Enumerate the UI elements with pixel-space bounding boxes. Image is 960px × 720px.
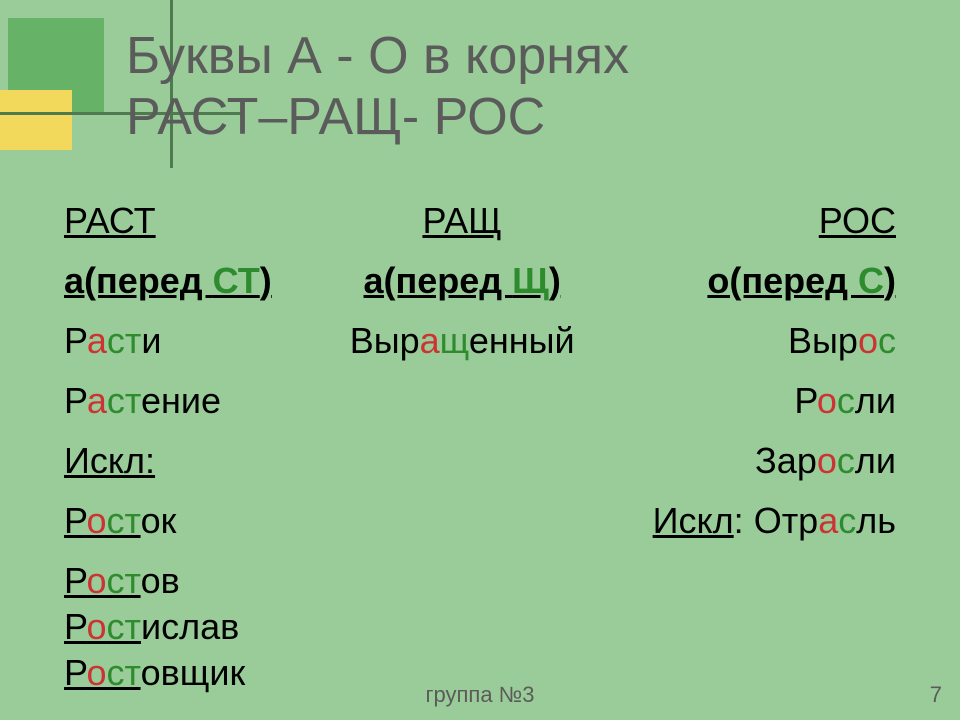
rule-post: ) [260,260,272,301]
rule-rashch: а(перед Щ) [364,260,561,302]
w-pre: Р [64,320,87,361]
rule-pre: а(перед [64,260,213,301]
word-vyros: Вырос [788,320,896,362]
w-post: ли [855,380,896,421]
word-rostov: Ростов [64,560,180,602]
deco-square-green [8,18,104,112]
word-rastenie: Растение [64,380,221,422]
rule-hl: СТ [213,260,260,301]
word-rasti: Расти [64,320,161,362]
w-post: и [141,320,161,361]
slide-title: Буквы А - О в корнях РАСТ–РАЩ- РОС [126,26,629,149]
word-rosli: Росли [794,380,896,422]
w-post: ислав [141,606,239,647]
w-post: енный [469,320,575,361]
w-post: ль [856,500,896,541]
word-rostok: Росток [64,500,176,542]
w-hl1: о [858,320,878,361]
rule-rast: а(перед СТ) [64,260,272,302]
rule-ros: о(перед С) [707,260,896,302]
w-post: ок [141,500,177,541]
w-pre: Р [794,380,816,421]
word-zarosli: Заросли [755,440,896,482]
w-pre: Р [64,560,86,601]
rule-pre: а(перед [364,260,513,301]
title-line-2: РАСТ–РАЩ- РОС [126,88,545,146]
slide: Буквы А - О в корнях РАСТ–РАЩ- РОС РАСТ … [0,0,960,720]
w-pre: Выр [350,320,420,361]
w-hl1: о [817,380,837,421]
w-hl1: о [817,440,837,481]
column-rashch: РАЩ а(перед Щ) Выращенный [350,200,575,694]
w-hl1: о [86,606,106,647]
col-header-ros: РОС [819,200,896,242]
w-pre: Выр [788,320,858,361]
columns-container: РАСТ а(перед СТ) Расти Растение Искл: Ро… [64,200,896,694]
exception-otrasl: Искл: Отрасль [653,500,896,542]
page-number: 7 [930,682,942,708]
w-hl2: с [837,380,855,421]
col-header-rast: РАСТ [64,200,156,242]
w-post: ли [855,440,896,481]
w-hl1: о [86,560,106,601]
w-hl1: а [87,320,107,361]
w-pre: Р [64,606,86,647]
word-vyrashchennyj: Выращенный [350,320,575,362]
rule-post: ) [884,260,896,301]
rule-pre: о(перед [707,260,858,301]
iskl-sep: : [734,500,754,541]
rule-hl: Щ [512,260,549,301]
w-post: ение [141,380,221,421]
w-hl2: щ [440,320,469,361]
w-hl2: ст [107,380,141,421]
w-pre: Отр [754,500,819,541]
w-hl1: о [86,500,106,541]
w-hl1: а [420,320,440,361]
w-hl2: ст [106,560,140,601]
rule-hl: С [858,260,884,301]
exceptions-label-right: Искл [653,500,734,541]
deco-square-yellow [0,90,72,150]
footer-text: группа №3 [0,682,960,708]
w-post: ов [141,560,180,601]
w-hl1: а [818,500,838,541]
w-pre: Р [64,380,87,421]
w-hl2: ст [106,500,140,541]
w-pre: Зар [755,440,817,481]
w-pre: Р [64,500,86,541]
w-hl2: с [838,500,856,541]
w-hl2: ст [107,320,142,361]
exceptions-label-left: Искл: [64,440,155,482]
w-hl2: с [837,440,855,481]
rule-post: ) [549,260,561,301]
w-hl1: а [87,380,107,421]
w-hl2: с [878,320,896,361]
title-line-1: Буквы А - О в корнях [126,27,629,85]
column-rast: РАСТ а(перед СТ) Расти Растение Искл: Ро… [64,200,272,694]
word-rostislav: Ростислав [64,606,239,648]
col-header-rashch: РАЩ [422,200,501,242]
column-ros: РОС о(перед С) Вырос Росли Заросли Искл:… [653,200,896,694]
w-hl2: ст [106,606,141,647]
